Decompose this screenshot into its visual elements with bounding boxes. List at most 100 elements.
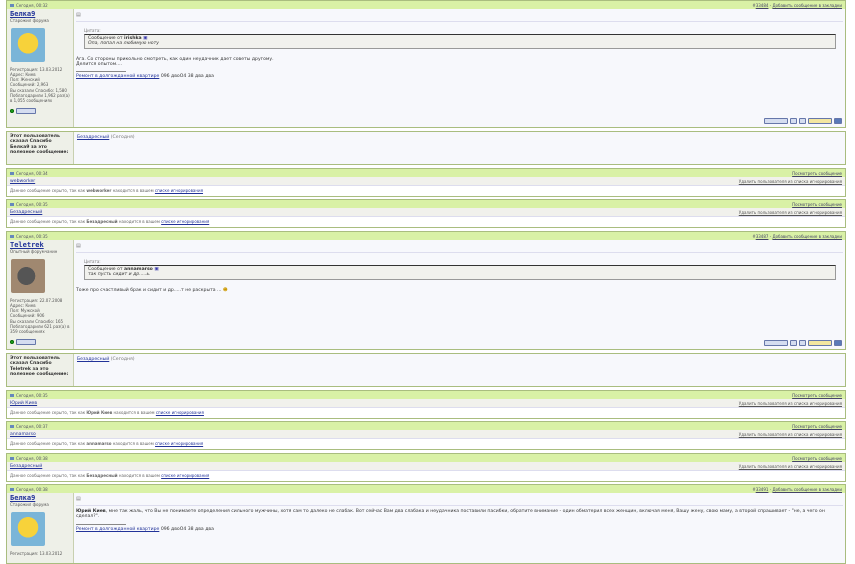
gender: Пол: Женский [10, 77, 40, 83]
thanks-given: Вы сказали Спасибо: 165 [10, 318, 64, 324]
quote-button[interactable] [764, 340, 788, 346]
show-post-link[interactable]: Посмотреть сообщение [792, 201, 842, 207]
thanks-user-link[interactable]: Безадресный [77, 357, 110, 362]
ignored-user: annamarso [86, 441, 112, 446]
view-post-icon[interactable]: ▣ [143, 36, 148, 41]
reg-date: Регистрация: 13.03.2012 [10, 550, 63, 556]
ignored-user: Безадресный [86, 219, 118, 224]
ignore-text: Данное сообщение скрыто, так как [10, 410, 86, 415]
username-link[interactable]: Безадресный [10, 463, 43, 469]
ignore-text: находится в вашем [112, 441, 154, 446]
quote-author: annamarso [124, 267, 153, 272]
edit-button[interactable] [799, 118, 806, 124]
bookmark-link[interactable]: Добавить сообщение в закладки [772, 2, 842, 8]
signature-link[interactable]: Ремонт в долгожданной квартире [76, 74, 160, 80]
post-count: Сообщений: 2,963 [10, 82, 49, 88]
thanks-button[interactable] [808, 118, 832, 124]
signature-text: 096 двоО4 38 два два [160, 526, 214, 532]
edit-button[interactable] [799, 340, 806, 346]
ignore-list-link[interactable]: списке игнорирования [155, 410, 204, 415]
thanks-user-link[interactable]: Безадресный [77, 135, 110, 140]
avatar[interactable] [11, 511, 45, 546]
multiquote-button[interactable] [790, 118, 797, 124]
username-link[interactable]: Юрий Киев [10, 400, 38, 406]
ignore-text: Данное сообщение скрыто, так как [10, 473, 86, 478]
post-date: Сегодня, 00:32 [16, 2, 48, 8]
show-post-link[interactable]: Посмотреть сообщение [792, 392, 842, 398]
ignore-list-link[interactable]: списке игнорирования [155, 441, 204, 446]
quote-box: Сообщение от irishka ▣ Опа, попал на люб… [84, 34, 836, 49]
remove-ignore-link[interactable]: Удалить пользователя из списка игнориров… [738, 178, 842, 184]
post-number-link[interactable]: 33484 [755, 2, 769, 8]
post-icon-small: ▤ [76, 243, 81, 249]
thanks-received: Поблагодарили 1,962 раз(а) в 1,055 сообщ… [10, 93, 70, 104]
ignore-text: находится в вашем [118, 473, 160, 478]
report-button[interactable] [834, 118, 842, 124]
quote-button[interactable] [764, 118, 788, 124]
ignored-user: webworker [86, 188, 112, 193]
thanks-box: Этот пользователь сказал Спасибо Белка9 … [6, 131, 846, 165]
remove-ignore-link[interactable]: Удалить пользователя из списка игнориров… [738, 431, 842, 437]
user-title: Старожил форума [10, 502, 49, 508]
post-date: Сегодня, 00:35 [16, 392, 48, 398]
ignore-text: находится в вашем [112, 188, 154, 193]
ignored-user: Безадресный [86, 473, 118, 478]
post-count: Сообщений: 906 [10, 313, 45, 319]
user-info: Teletrek Опытный форумчанин Регистрация:… [7, 240, 74, 349]
post-icon-small: ▤ [76, 496, 81, 502]
post-text: , мне так жаль, что Вы не понимаете опре… [76, 509, 825, 520]
quote-text: Опа, попал на любимую ноту [88, 41, 160, 47]
signature-link[interactable]: Ремонт в долгожданной квартире [76, 526, 160, 532]
view-post-icon[interactable]: ▣ [154, 267, 159, 272]
post-date: Сегодня, 00:37 [16, 423, 48, 429]
address: Адрес: Киев [10, 71, 36, 77]
remove-ignore-link[interactable]: Удалить пользователя из списка игнориров… [738, 209, 842, 215]
show-post-link[interactable]: Посмотреть сообщение [792, 170, 842, 176]
multiquote-button[interactable] [790, 340, 797, 346]
username-link[interactable]: Безадресный [10, 209, 43, 215]
quote-label: Цитата: [84, 28, 101, 33]
username-link[interactable]: Белка9 [10, 10, 36, 18]
username-link[interactable]: annamarso [10, 431, 36, 437]
post-icon [10, 4, 14, 7]
thanks-button[interactable] [808, 340, 832, 346]
address: Адрес: Киев [10, 302, 36, 308]
username-link[interactable]: Teletrek [10, 241, 44, 249]
username-link[interactable]: webworker [10, 178, 36, 184]
ignore-list-link[interactable]: списке игнорирования [154, 188, 204, 193]
bookmark-link[interactable]: Добавить сообщение в закладки [772, 486, 842, 492]
post-text-2: Делится опытом.... [76, 61, 122, 67]
online-status-icon [10, 108, 14, 113]
avatar[interactable] [11, 27, 45, 62]
show-post-link[interactable]: Посмотреть сообщение [792, 423, 842, 429]
ignore-list-link[interactable]: списке игнорирования [161, 219, 210, 224]
post-number-link[interactable]: 33487 [755, 233, 769, 239]
ignored-post: Сегодня, 00:37 Посмотреть сообщение annam… [6, 421, 846, 450]
thanks-given: Вы сказали Спасибо: 1,580 [10, 87, 67, 93]
smiley-icon: ☻ [222, 287, 228, 293]
remove-ignore-link[interactable]: Удалить пользователя из списка игнориров… [738, 400, 842, 406]
post-text: Тоже про счастливый брак и сидит и др...… [76, 287, 222, 293]
username-link[interactable]: Белка9 [10, 494, 36, 502]
private-message-button[interactable] [16, 107, 36, 114]
post-number-link[interactable]: 33491 [755, 486, 769, 492]
quote-box: Сообщение от annamarso ▣ так пусть сидит… [84, 265, 836, 280]
bookmark-link[interactable]: Добавить сообщение в закладки [772, 233, 842, 239]
private-message-button[interactable] [16, 338, 36, 345]
post-date: Сегодня, 00:38 [16, 486, 48, 492]
report-button[interactable] [834, 340, 842, 346]
show-post-link[interactable]: Посмотреть сообщение [792, 455, 842, 461]
remove-ignore-link[interactable]: Удалить пользователя из списка игнориров… [738, 463, 842, 469]
thanks-received: Поблагодарили 621 раз(а) в 359 сообщения… [10, 324, 70, 335]
ignore-text: Данное сообщение скрыто, так как [10, 441, 86, 446]
post: Сегодня, 00:32 #33484 - Добавить сообщен… [6, 0, 846, 128]
thanks-label: Этот пользователь сказал Спасибо Teletre… [7, 354, 74, 386]
ignore-list-link[interactable]: списке игнорирования [161, 473, 210, 478]
signature: Ремонт в долгожданной квартире 096 двоО4… [76, 523, 214, 532]
ignored-post: Сегодня, 00:34 Посмотреть сообщение webwo… [6, 168, 846, 197]
user-title: Опытный форумчанин [10, 249, 58, 255]
ignore-text: находится в вашем [113, 410, 155, 415]
thanks-when: (Сегодня) [110, 357, 135, 362]
post-icon-small: ▤ [76, 12, 81, 18]
avatar[interactable] [11, 258, 45, 293]
